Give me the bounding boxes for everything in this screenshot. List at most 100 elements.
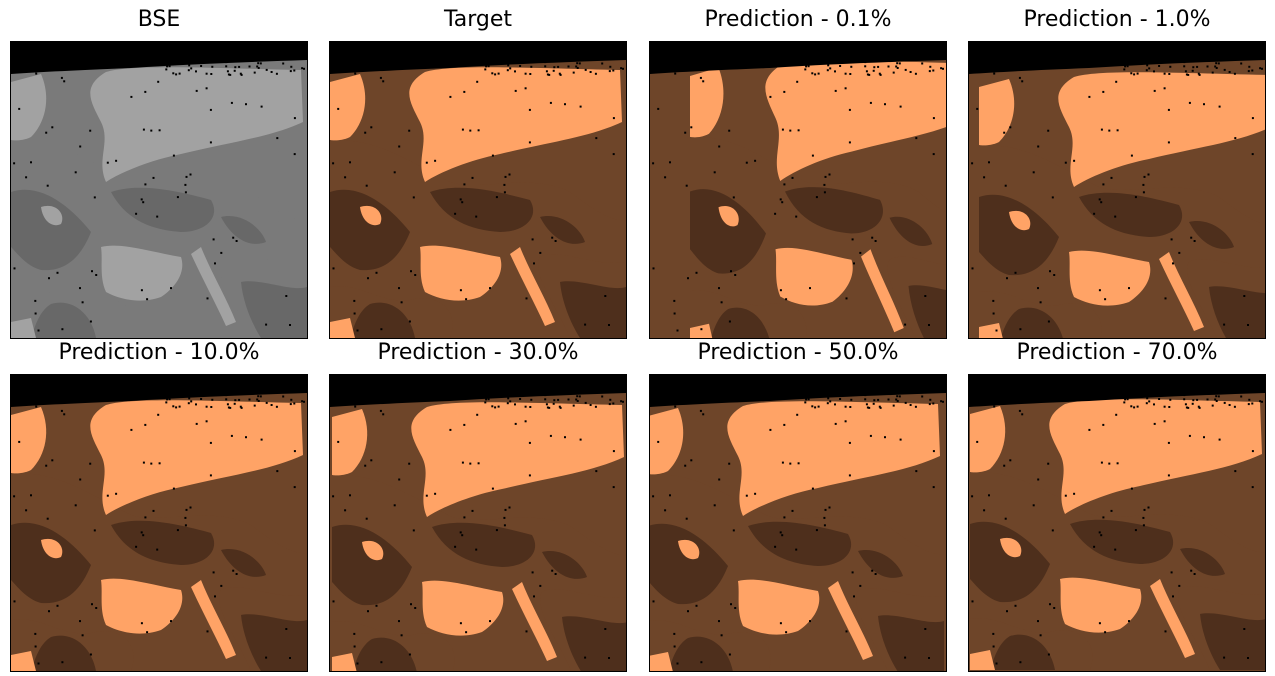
pore-speck (465, 631, 468, 634)
pore-speck (354, 72, 357, 75)
pore-speck (184, 516, 187, 519)
pore-speck (539, 584, 542, 587)
pore-speck (781, 461, 784, 464)
grain-light (409, 67, 622, 182)
pore-speck (393, 504, 396, 507)
edge-speck (1261, 67, 1263, 70)
edge-speck (211, 398, 214, 401)
pore-speck (1003, 131, 1006, 134)
pore-speck (1102, 423, 1105, 426)
pore-speck (844, 420, 847, 423)
pore-speck (367, 277, 369, 280)
grain-dark (11, 189, 91, 271)
pore-speck (1247, 324, 1249, 326)
pore-speck (734, 274, 737, 276)
pore-speck (1100, 461, 1103, 464)
pore-speck (823, 191, 826, 194)
pore-speck (700, 328, 703, 331)
edge-speck (257, 400, 260, 402)
edge-speck (608, 70, 611, 73)
edge-speck (1187, 73, 1190, 76)
edge-speck (233, 402, 236, 405)
pore-speck (1021, 80, 1024, 83)
edge-speck (546, 406, 549, 409)
pore-speck (1147, 506, 1150, 509)
pore-speck (853, 595, 855, 598)
edge-speck (514, 70, 516, 73)
pore-speck (533, 595, 535, 598)
pore-speck (1193, 573, 1196, 575)
edge-speck (301, 400, 304, 403)
grain-light (41, 205, 63, 226)
pore-speck (13, 495, 16, 498)
grain-layer (11, 67, 307, 338)
pore-speck (91, 603, 93, 606)
pore-speck (410, 603, 412, 606)
prediction-image (968, 41, 1266, 339)
pore-speck (1142, 191, 1145, 194)
edge-speck (275, 405, 278, 408)
edge-speck (896, 395, 899, 398)
grain-light (90, 400, 304, 515)
pore-speck (79, 287, 81, 290)
edge-speck (594, 72, 597, 75)
pore-speck (809, 287, 811, 290)
grain-mid (970, 472, 1265, 670)
edge-speck (887, 65, 890, 68)
pore-speck (337, 107, 340, 110)
edge-speck (239, 405, 242, 408)
grain-light (970, 406, 1006, 473)
pore-speck (89, 462, 92, 465)
edge-speck (546, 73, 549, 76)
edge-speck (895, 65, 898, 68)
edge-speck (1163, 405, 1166, 408)
edge-speck (1215, 62, 1218, 65)
pore-speck (425, 161, 428, 164)
grain-dark (1189, 221, 1234, 249)
edge-speck (1197, 405, 1200, 408)
edge-speck (487, 65, 490, 68)
grain-dark (330, 189, 410, 271)
edge-speck (1217, 62, 1220, 65)
pore-speck (904, 323, 907, 326)
pore-speck (684, 131, 687, 134)
pore-speck (152, 176, 155, 179)
pore-speck (400, 301, 403, 304)
pore-speck (412, 196, 415, 199)
pore-speck (471, 176, 474, 179)
edge-speck (484, 401, 487, 404)
edge-speck (620, 400, 623, 403)
edge-speck (530, 65, 533, 68)
grain-light (718, 206, 739, 227)
grain-dark (352, 637, 417, 671)
pore-speck (1133, 406, 1136, 409)
pore-speck (142, 201, 145, 204)
edge-speck (227, 406, 230, 409)
pore-speck (533, 262, 535, 265)
pore-speck (584, 656, 587, 659)
edge-speck (572, 71, 575, 74)
pore-speck (34, 299, 37, 302)
edge-speck (544, 61, 547, 64)
grain-light (330, 74, 366, 141)
pore-speck (718, 145, 721, 148)
pore-speck (63, 80, 66, 83)
grain-light (1049, 399, 1262, 514)
edge-speck (1214, 398, 1217, 401)
panel-title: Prediction - 0.1% (704, 7, 892, 32)
edge-speck (834, 70, 836, 73)
edge-speck (524, 405, 527, 408)
edge-speck (1183, 61, 1186, 64)
edge-speck (257, 67, 260, 69)
edge-speck (940, 67, 943, 70)
pore-speck (884, 436, 886, 439)
edge-speck (1124, 65, 1127, 68)
pore-speck (684, 464, 687, 467)
grain-dark (430, 187, 534, 232)
pore-speck (1009, 459, 1012, 462)
pore-speck (91, 270, 93, 273)
edge-speck (872, 402, 875, 405)
edge-speck (898, 62, 901, 65)
pore-speck (425, 494, 428, 497)
pore-speck (851, 238, 854, 241)
